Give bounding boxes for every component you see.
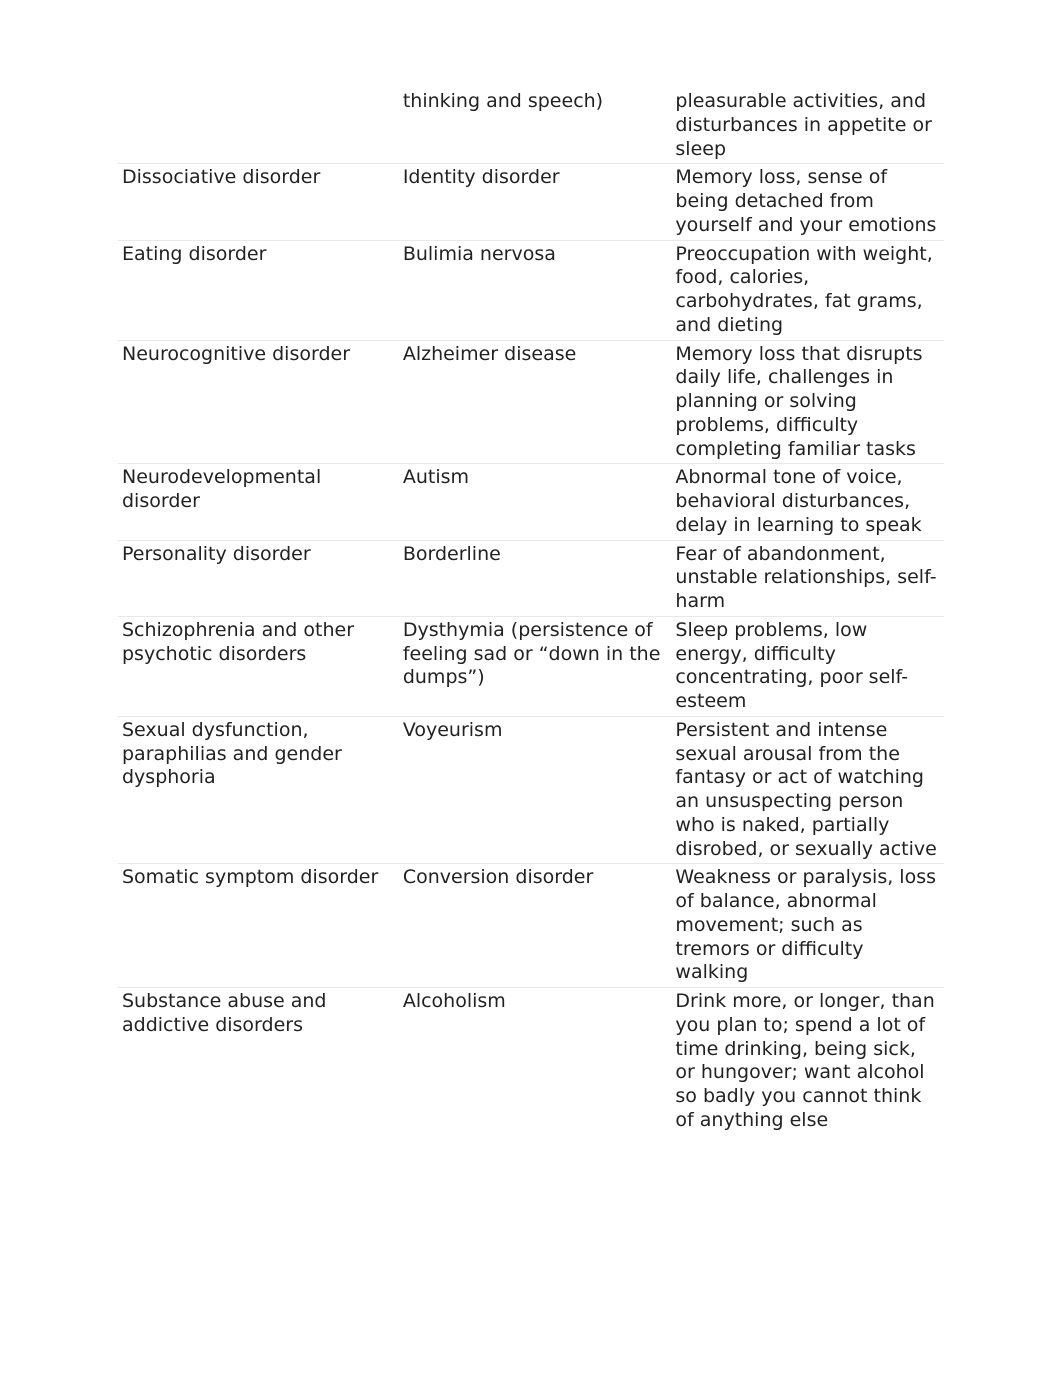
cell-example: Autism [399,464,672,540]
table-row: Somatic symptom disorder Conversion diso… [118,864,944,988]
cell-symptoms: Fear of abandonment, unstable relationsh… [671,540,944,616]
cell-category: Sexual dysfunction, paraphilias and gend… [118,716,399,864]
cell-category [118,88,399,164]
table-row: Neurocognitive disorder Alzheimer diseas… [118,340,944,464]
cell-example: Alcoholism [399,988,672,1135]
cell-example: Voyeurism [399,716,672,864]
table-row: Substance abuse and addictive disorders … [118,988,944,1135]
cell-category: Personality disorder [118,540,399,616]
cell-category: Dissociative disorder [118,164,399,240]
cell-category: Neurocognitive disorder [118,340,399,464]
cell-category: Eating disorder [118,240,399,340]
disorder-table: thinking and speech) pleasurable activit… [118,88,944,1135]
cell-symptoms: Memory loss that disrupts daily life, ch… [671,340,944,464]
cell-example: Alzheimer disease [399,340,672,464]
cell-category: Neurodevelopmental disorder [118,464,399,540]
cell-symptoms: Abnormal tone of voice, behavioral distu… [671,464,944,540]
cell-symptoms: Preoccupation with weight, food, calorie… [671,240,944,340]
table-row: Personality disorder Borderline Fear of … [118,540,944,616]
cell-example: Borderline [399,540,672,616]
cell-example: Identity disorder [399,164,672,240]
table-row: thinking and speech) pleasurable activit… [118,88,944,164]
table-row: Neurodevelopmental disorder Autism Abnor… [118,464,944,540]
cell-category: Substance abuse and addictive disorders [118,988,399,1135]
cell-category: Somatic symptom disorder [118,864,399,988]
cell-symptoms: Sleep problems, low energy, difficulty c… [671,616,944,716]
cell-example: Bulimia nervosa [399,240,672,340]
cell-symptoms: Memory loss, sense of being detached fro… [671,164,944,240]
cell-example: thinking and speech) [399,88,672,164]
cell-symptoms: Drink more, or longer, than you plan to;… [671,988,944,1135]
cell-symptoms: pleasurable activities, and disturbances… [671,88,944,164]
cell-category: Schizophrenia and other psychotic disord… [118,616,399,716]
table-row: Dissociative disorder Identity disorder … [118,164,944,240]
cell-symptoms: Persistent and intense sexual arousal fr… [671,716,944,864]
cell-example: Conversion disorder [399,864,672,988]
table-row: Eating disorder Bulimia nervosa Preoccup… [118,240,944,340]
document-page: thinking and speech) pleasurable activit… [0,0,1062,1376]
table-row: Schizophrenia and other psychotic disord… [118,616,944,716]
cell-symptoms: Weakness or paralysis, loss of balance, … [671,864,944,988]
table-row: Sexual dysfunction, paraphilias and gend… [118,716,944,864]
cell-example: Dysthymia (persistence of feeling sad or… [399,616,672,716]
